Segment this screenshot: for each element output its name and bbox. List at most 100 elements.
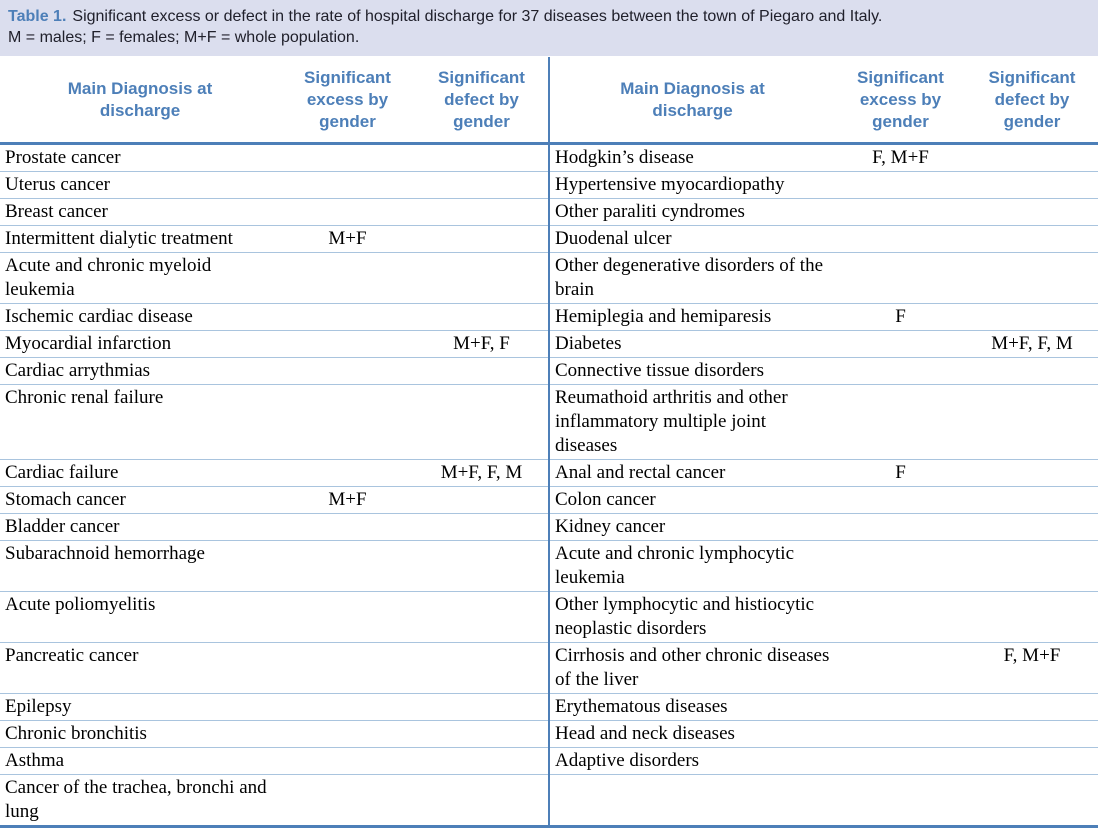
right-diagnosis-cell: Other paraliti cyndromes bbox=[549, 198, 835, 226]
left-defect-cell bbox=[415, 774, 550, 828]
left-diagnosis-cell: Ischemic cardiac disease bbox=[0, 303, 280, 331]
left-diagnosis-cell: Uterus cancer bbox=[0, 171, 280, 199]
table-row: Subarachnoid hemorrhage Acute and chronic… bbox=[0, 540, 1098, 592]
right-excess-cell bbox=[835, 225, 966, 253]
right-defect-cell bbox=[966, 513, 1098, 541]
right-diagnosis-cell: Acute and chronic lymphocytic leukemia bbox=[549, 540, 835, 592]
left-diagnosis-cell: Myocardial infarction bbox=[0, 330, 280, 358]
left-defect-cell: M+F, F bbox=[415, 330, 550, 358]
left-defect-cell bbox=[415, 642, 550, 694]
left-excess-cell bbox=[280, 330, 415, 358]
col-header-defect-left: Significant defect by gender bbox=[415, 57, 550, 145]
left-defect-cell: M+F, F, M bbox=[415, 459, 550, 487]
right-defect-cell bbox=[966, 303, 1098, 331]
left-diagnosis-cell: Chronic renal failure bbox=[0, 384, 280, 460]
right-excess-cell bbox=[835, 252, 966, 304]
left-excess-cell bbox=[280, 540, 415, 592]
right-excess-cell bbox=[835, 513, 966, 541]
right-excess-cell bbox=[835, 171, 966, 199]
right-defect-cell bbox=[966, 198, 1098, 226]
left-defect-cell bbox=[415, 720, 550, 748]
right-defect-cell bbox=[966, 225, 1098, 253]
header-row: Main Diagnosis at discharge Significant … bbox=[0, 57, 1098, 145]
left-diagnosis-cell: Subarachnoid hemorrhage bbox=[0, 540, 280, 592]
left-excess-cell bbox=[280, 198, 415, 226]
right-diagnosis-cell: Colon cancer bbox=[549, 486, 835, 514]
right-diagnosis-cell: Connective tissue disorders bbox=[549, 357, 835, 385]
right-diagnosis-cell: Hodgkin’s disease bbox=[549, 143, 835, 172]
left-diagnosis-cell: Acute poliomyelitis bbox=[0, 591, 280, 643]
left-diagnosis-cell: Chronic bronchitis bbox=[0, 720, 280, 748]
right-defect-cell bbox=[966, 252, 1098, 304]
left-defect-cell bbox=[415, 198, 550, 226]
table-row: Acute and chronic myeloid leukemia Other … bbox=[0, 252, 1098, 304]
table-row: Stomach cancer M+F Colon cancer bbox=[0, 486, 1098, 514]
left-diagnosis-cell: Intermittent dialytic treatment bbox=[0, 225, 280, 253]
right-defect-cell: F, M+F bbox=[966, 642, 1098, 694]
left-defect-cell bbox=[415, 143, 550, 172]
right-defect-cell bbox=[966, 774, 1098, 828]
left-defect-cell bbox=[415, 384, 550, 460]
right-diagnosis-cell: Cirrhosis and other chronic diseases of … bbox=[549, 642, 835, 694]
right-diagnosis-cell: Head and neck diseases bbox=[549, 720, 835, 748]
left-excess-cell bbox=[280, 513, 415, 541]
right-excess-cell: F bbox=[835, 459, 966, 487]
right-excess-cell bbox=[835, 357, 966, 385]
table-caption-label: Table 1. bbox=[8, 8, 67, 25]
left-excess-cell: M+F bbox=[280, 486, 415, 514]
table-caption: Table 1. Significant excess or defect in … bbox=[0, 0, 1098, 56]
col-header-excess-left: Significant excess by gender bbox=[280, 57, 415, 145]
left-excess-cell bbox=[280, 591, 415, 643]
left-diagnosis-cell: Acute and chronic myeloid leukemia bbox=[0, 252, 280, 304]
right-excess-cell bbox=[835, 330, 966, 358]
right-diagnosis-cell: Erythematous diseases bbox=[549, 693, 835, 721]
right-excess-cell: F bbox=[835, 303, 966, 331]
left-diagnosis-cell: Prostate cancer bbox=[0, 143, 280, 172]
right-defect-cell bbox=[966, 143, 1098, 172]
right-defect-cell bbox=[966, 486, 1098, 514]
left-excess-cell bbox=[280, 693, 415, 721]
left-diagnosis-cell: Cardiac arrythmias bbox=[0, 357, 280, 385]
left-defect-cell bbox=[415, 693, 550, 721]
left-defect-cell bbox=[415, 747, 550, 775]
left-defect-cell bbox=[415, 225, 550, 253]
left-excess-cell bbox=[280, 747, 415, 775]
right-diagnosis-cell: Reumathoid arthritis and other inflammat… bbox=[549, 384, 835, 460]
table-row: Cardiac arrythmias Connective tissue diso… bbox=[0, 357, 1098, 385]
right-defect-cell bbox=[966, 540, 1098, 592]
left-excess-cell: M+F bbox=[280, 225, 415, 253]
left-defect-cell bbox=[415, 513, 550, 541]
right-excess-cell bbox=[835, 384, 966, 460]
left-defect-cell bbox=[415, 303, 550, 331]
right-diagnosis-cell bbox=[549, 774, 835, 828]
left-excess-cell bbox=[280, 252, 415, 304]
table-row: Chronic renal failure Reumathoid arthriti… bbox=[0, 384, 1098, 460]
right-diagnosis-cell: Diabetes bbox=[549, 330, 835, 358]
left-diagnosis-cell: Stomach cancer bbox=[0, 486, 280, 514]
table-row: Intermittent dialytic treatment M+F Duoden… bbox=[0, 225, 1098, 253]
table-row: Prostate cancer Hodgkin’s disease F, M+F bbox=[0, 143, 1098, 172]
right-defect-cell bbox=[966, 720, 1098, 748]
table-row: Myocardial infarction M+F, F Diabetes M+F, … bbox=[0, 330, 1098, 358]
left-defect-cell bbox=[415, 540, 550, 592]
right-excess-cell bbox=[835, 693, 966, 721]
table-row: Cardiac failure M+F, F, M Anal and rectal … bbox=[0, 459, 1098, 487]
left-diagnosis-cell: Asthma bbox=[0, 747, 280, 775]
table-row: Acute poliomyelitis Other lymphocytic and… bbox=[0, 591, 1098, 643]
left-excess-cell bbox=[280, 171, 415, 199]
right-defect-cell: M+F, F, M bbox=[966, 330, 1098, 358]
left-excess-cell bbox=[280, 642, 415, 694]
right-excess-cell bbox=[835, 540, 966, 592]
right-excess-cell bbox=[835, 774, 966, 828]
right-excess-cell bbox=[835, 486, 966, 514]
right-diagnosis-cell: Kidney cancer bbox=[549, 513, 835, 541]
right-excess-cell bbox=[835, 747, 966, 775]
left-excess-cell bbox=[280, 357, 415, 385]
table-row: Epilepsy Erythematous diseases bbox=[0, 693, 1098, 721]
left-diagnosis-cell: Pancreatic cancer bbox=[0, 642, 280, 694]
table-row: Breast cancer Other paraliti cyndromes bbox=[0, 198, 1098, 226]
table-caption-text-line1: Significant excess or defect in the rate… bbox=[72, 8, 883, 25]
right-diagnosis-cell: Duodenal ulcer bbox=[549, 225, 835, 253]
right-excess-cell bbox=[835, 591, 966, 643]
table-row: Ischemic cardiac disease Hemiplegia and h… bbox=[0, 303, 1098, 331]
